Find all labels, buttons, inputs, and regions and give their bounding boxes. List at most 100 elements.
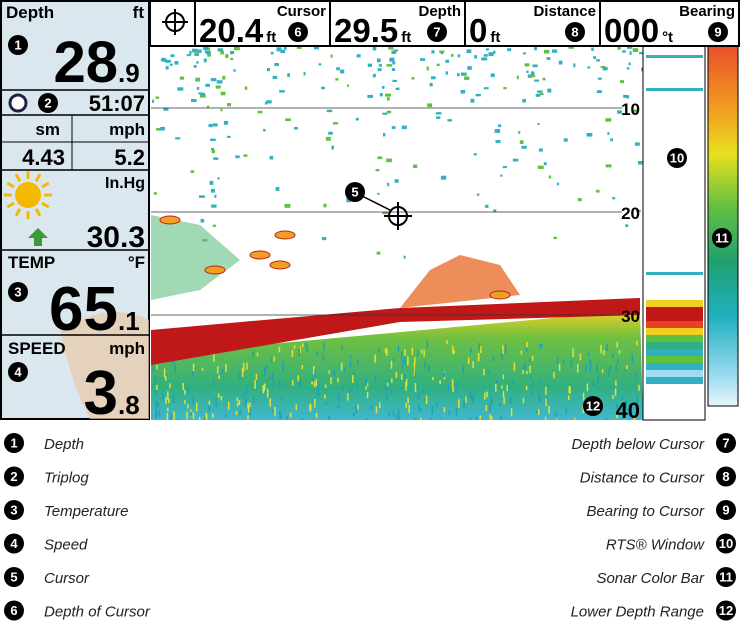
sonar-speckle [439,380,441,385]
sonar-speckle [526,70,529,73]
sun-ray [14,208,22,217]
sonar-speckle [328,131,333,135]
sonar-speckle [500,174,503,177]
sonar-speckle [631,109,638,113]
sonar-speckle [490,396,493,406]
sonar-speckle [158,410,161,417]
sonar-speckle [582,404,584,414]
sonar-speckle [164,376,167,381]
sonar-speckle [330,377,332,385]
sonar-speckle [470,347,472,353]
sonar-speckle [355,117,359,121]
sonar-speckle [641,67,643,72]
sonar-speckle [503,87,507,90]
sonar-speckle [612,197,616,200]
sonar-speckle [378,64,382,67]
sonar-speckle [534,79,540,82]
sonar-speckle [236,397,239,402]
sonar-speckle [460,89,466,94]
sonar-speckle [424,360,426,369]
sonar-speckle [355,406,358,414]
sonar-speckle [545,398,547,407]
sonar-speckle [416,349,419,357]
callout-number: 8 [571,24,578,39]
sonar-speckle [538,393,541,402]
sonar-speckle [411,77,415,80]
sonar-speckle [539,344,541,349]
sonar-speckle [513,362,516,372]
sonar-speckle [392,358,394,362]
sonar-speckle [241,368,244,377]
legend-label: Sonar Color Bar [596,570,705,587]
callout-badge [288,22,308,42]
legend-label: Triplog [44,470,89,487]
sonar-speckle [633,416,636,420]
sonar-speckle [403,255,406,259]
sonar-speckle [386,97,390,101]
sonar-speckle [502,374,505,380]
sonar-speckle [606,344,608,351]
sonar-speckle [503,396,505,405]
sonar-speckle [540,379,542,383]
sonar-speckle [218,375,220,379]
sonar-speckle [546,57,551,60]
legend-badge [4,466,24,487]
sonar-speckle [488,52,494,57]
sonar-speckle [247,405,250,413]
sonar-speckle [315,351,318,356]
sonar-speckle [577,197,582,202]
sonar-speckle [337,404,340,409]
sonar-speckle [477,353,480,361]
sonar-speckle [168,398,170,403]
sonar-speckle [152,99,155,103]
sonar-speckle [460,72,467,76]
sonar-speckle [524,363,527,367]
legend-label: Cursor [44,570,90,587]
legend-number: 5 [10,569,17,584]
sonar-speckle [417,392,420,400]
sonar-speckle [472,396,474,404]
sonar-speckle [208,405,210,412]
sonar-speckle [220,108,223,112]
sonar-speckle [153,192,157,195]
sonar-speckle [195,52,199,56]
callout-badge [708,22,728,42]
sonar-speckle [169,63,173,66]
sonar-speckle [636,396,639,404]
legend-label: Depth below Cursor [571,436,705,453]
sonar-speckle [370,404,373,410]
sonar-speckle [295,404,298,410]
sonar-speckle [568,386,570,393]
sonar-speckle [342,386,345,391]
sonar-speckle [538,148,543,152]
sonar-speckle [176,418,178,420]
sonar-speckle [386,158,392,163]
sonar-speckle [541,344,543,348]
sonar-speckle [352,412,355,417]
sonar-speckle [190,170,195,173]
sonar-speckle [502,166,508,169]
sonar-speckle [163,107,169,111]
sonar-speckle [542,77,546,81]
callout-badge [345,182,365,202]
sonar-speckle [420,417,422,420]
sonar-speckle [384,348,387,353]
sonar-speckle [381,86,385,89]
sonar-speckle [207,47,211,51]
top-label: Bearing [679,3,735,20]
sonar-speckle [313,365,315,375]
sonar-speckle [303,72,306,76]
sonar-speckle [602,66,608,71]
sonar-speckle [255,373,258,380]
sonar-speckle [579,353,582,361]
sonar-speckle [271,408,274,413]
sonar-speckle [322,354,325,361]
sonar-speckle [389,57,395,62]
sonar-speckle [214,194,217,198]
sonar-speckle [293,345,296,349]
sonar-speckle [343,367,346,373]
sonar-speckle [392,79,397,82]
sonar-speckle [235,410,238,415]
legend-badge [716,466,736,487]
